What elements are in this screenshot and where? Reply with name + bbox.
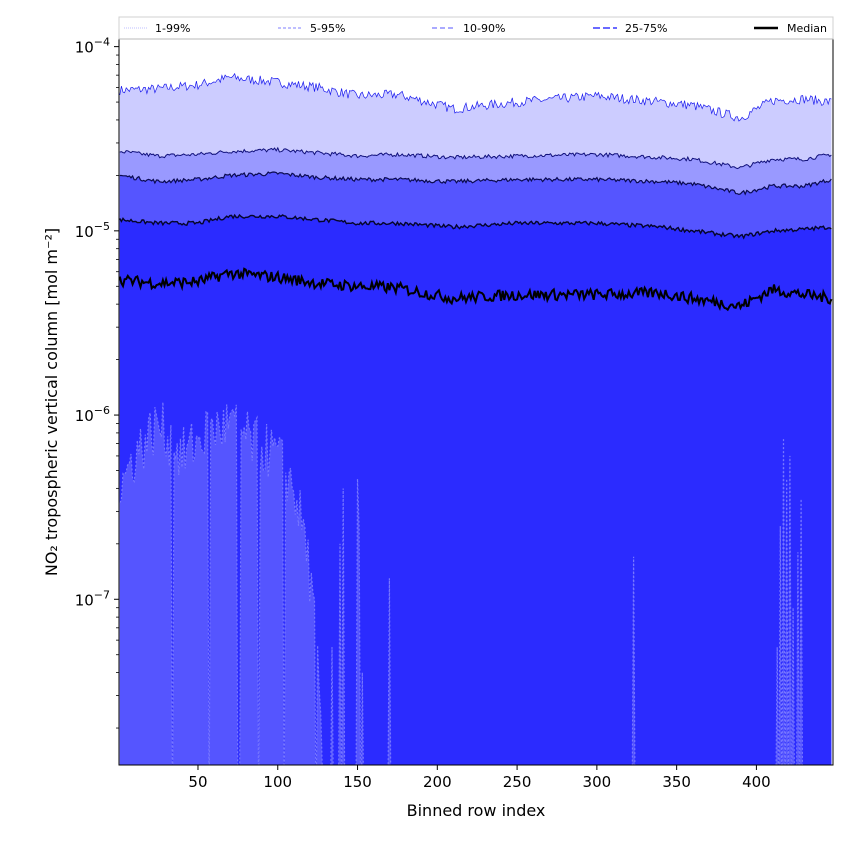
band-25-75 <box>119 215 832 765</box>
legend-label: 5-95% <box>310 22 345 35</box>
y-tick-label: 10−4 <box>75 36 110 57</box>
y-tick-exponent: −7 <box>94 588 110 601</box>
x-tick-label: 300 <box>583 773 612 791</box>
x-tick-label: 250 <box>503 773 532 791</box>
legend-label: 1-99% <box>155 22 190 35</box>
y-tick-exponent: −4 <box>94 36 110 49</box>
x-tick-label: 150 <box>343 773 372 791</box>
x-tick-label: 350 <box>662 773 691 791</box>
y-tick-label: 10−7 <box>75 588 110 609</box>
x-axis: 50 100 150 200 250 300 350 400 <box>188 765 771 791</box>
x-tick-label: 100 <box>263 773 292 791</box>
x-tick-label: 50 <box>188 773 207 791</box>
y-axis-label: NO₂ tropospheric vertical column [mol m⁻… <box>42 228 61 576</box>
y-tick-base: 10 <box>75 39 94 57</box>
y-tick-exponent: −6 <box>94 404 110 417</box>
legend-label: 10-90% <box>463 22 505 35</box>
y-tick-base: 10 <box>75 223 94 241</box>
legend-label: 25-75% <box>625 22 667 35</box>
y-tick-base: 10 <box>75 591 94 609</box>
y-axis: 10−410−510−610−7 <box>75 36 119 729</box>
line-p90 <box>119 171 832 196</box>
x-tick-label: 400 <box>742 773 771 791</box>
y-tick-base: 10 <box>75 407 94 425</box>
line-p75 <box>119 213 832 240</box>
y-tick-label: 10−5 <box>75 220 110 241</box>
line-p95 <box>119 146 832 170</box>
x-tick-label: 200 <box>423 773 452 791</box>
legend: 1-99% 5-95% 10-90% 25-75% Median <box>118 16 834 40</box>
y-tick-label: 10−6 <box>75 404 110 425</box>
line-median <box>119 267 833 312</box>
x-axis-label: Binned row index <box>407 801 546 820</box>
line-p99 <box>119 72 832 122</box>
y-tick-exponent: −5 <box>94 220 110 233</box>
plot-area <box>119 39 833 765</box>
legend-label: Median <box>787 22 827 35</box>
